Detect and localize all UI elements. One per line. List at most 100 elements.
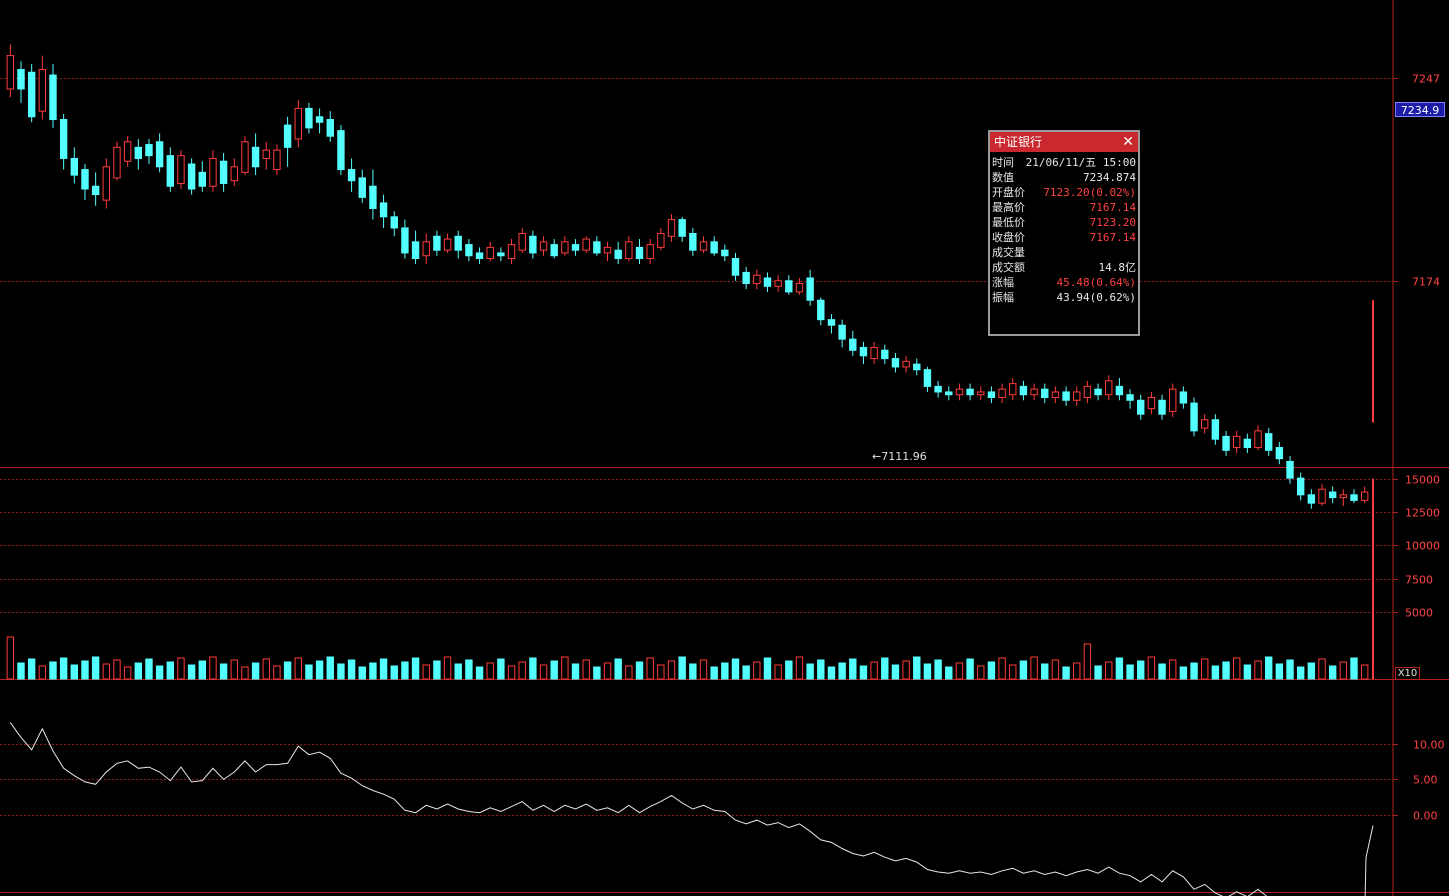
- volume-bar-up: [603, 662, 612, 680]
- volume-bar-up: [486, 662, 494, 680]
- volume-bar-down: [838, 662, 846, 680]
- volume-bar-down: [763, 657, 772, 680]
- volume-bar-down: [849, 658, 857, 680]
- volume-bar-down: [166, 661, 174, 680]
- volume-bar-down: [987, 661, 996, 680]
- popup-row: 最低价 7123.20: [990, 215, 1138, 230]
- volume-bar-up: [795, 656, 804, 680]
- volume-bar-down: [369, 662, 377, 680]
- volume-bar-down: [529, 657, 537, 680]
- candle-down: [1211, 419, 1220, 440]
- candle-down: [1243, 438, 1252, 449]
- candle-up: [209, 157, 217, 187]
- candle-up: [699, 241, 708, 251]
- volume-bar-up: [561, 656, 569, 680]
- volume-bar-down: [1062, 666, 1070, 680]
- volume-bar-down: [1190, 662, 1198, 680]
- volume-bar-up: [657, 664, 665, 680]
- popup-row-key: 最高价: [992, 201, 1025, 214]
- popup-row-value: 7234.874: [1083, 171, 1136, 184]
- candle-up: [38, 68, 47, 112]
- volume-tick-label: 10000: [1405, 540, 1440, 553]
- candle-down: [219, 160, 228, 184]
- candle-down: [1019, 385, 1028, 396]
- candle-down: [1222, 435, 1230, 451]
- volume-bar-up: [518, 661, 526, 680]
- volume-bar-up: [177, 657, 185, 680]
- volume-bar-up: [1073, 662, 1081, 680]
- low-annotation: ←7111.96: [872, 450, 927, 463]
- volume-bar-down: [59, 657, 68, 680]
- volume-bar-up: [1051, 659, 1060, 680]
- volume-bar-down: [881, 657, 889, 680]
- volume-bar-down: [134, 662, 142, 680]
- volume-bar-down: [635, 661, 644, 680]
- candle-up: [230, 166, 238, 182]
- volume-bar-up: [902, 660, 910, 680]
- volume-bar-down: [454, 663, 462, 680]
- candle-up: [273, 149, 281, 171]
- volume-bar-down: [379, 658, 388, 680]
- candle-down: [1137, 399, 1145, 415]
- candle-down: [1350, 494, 1358, 501]
- candle-down: [806, 277, 814, 301]
- candle-up: [422, 241, 430, 257]
- candle-down: [1158, 399, 1166, 415]
- volume-bar-down: [913, 656, 921, 680]
- candle-down: [91, 185, 100, 196]
- volume-bar-up: [625, 665, 633, 680]
- volume-bar-down: [145, 658, 153, 680]
- candle-up: [1318, 488, 1326, 504]
- volume-bar-down: [966, 658, 974, 680]
- candle-up: [443, 238, 452, 251]
- candle-down: [1094, 388, 1102, 396]
- volume-bar-up: [1233, 657, 1241, 680]
- volume-bar-down: [1019, 660, 1028, 680]
- volume-bar-down: [337, 663, 345, 680]
- candle-down: [529, 235, 537, 254]
- candle-down: [198, 171, 206, 187]
- candle-down: [614, 249, 622, 260]
- volume-bar-down: [475, 666, 484, 680]
- volume-bar-up: [38, 665, 47, 680]
- volume-bar-up: [977, 665, 985, 680]
- current-price-tag: 7234.9: [1395, 102, 1445, 117]
- close-icon[interactable]: ✕: [1122, 134, 1134, 150]
- candle-down: [1328, 491, 1337, 499]
- volume-bar-down: [1179, 666, 1188, 680]
- candle-down: [17, 68, 25, 90]
- volume-bar-up: [753, 661, 761, 680]
- volume-bar-up: [6, 636, 15, 680]
- candle-up: [998, 388, 1006, 399]
- volume-bar-down: [1222, 661, 1230, 680]
- popup-rows: 时间 21/06/11/五 15:00 数值 7234.874 开盘价 7123.20(0…: [990, 152, 1138, 305]
- candle-down: [155, 141, 164, 168]
- candle-up: [667, 219, 676, 237]
- volume-bar-up: [1254, 660, 1262, 680]
- price-tick-label: 7174: [1412, 276, 1440, 289]
- candle-down: [923, 369, 932, 387]
- candle-down: [305, 107, 313, 129]
- candle-down: [571, 244, 580, 251]
- candle-up: [1360, 491, 1369, 501]
- indicator-tick-label: 5.00: [1413, 774, 1438, 787]
- candle-down: [635, 246, 644, 260]
- candle-down: [49, 74, 57, 121]
- candle-down: [369, 185, 377, 209]
- volume-bar-up: [209, 656, 217, 680]
- volume-bar-down: [187, 664, 196, 680]
- candle-down: [742, 271, 750, 285]
- indicator-tick-label: 0.00: [1413, 810, 1438, 823]
- candle-up: [870, 346, 878, 360]
- volume-unit-label: X10: [1395, 667, 1420, 680]
- candle-down: [891, 358, 900, 368]
- volume-bar-down: [49, 661, 57, 680]
- candle-up: [539, 241, 548, 251]
- volume-tick-label: 12500: [1405, 507, 1440, 520]
- volume-bar-up: [1201, 658, 1209, 680]
- volume-bar-down: [1158, 663, 1166, 680]
- indicator-line: [9, 722, 1374, 896]
- popup-row: 最高价 7167.14: [990, 200, 1138, 215]
- candle-up: [795, 283, 804, 293]
